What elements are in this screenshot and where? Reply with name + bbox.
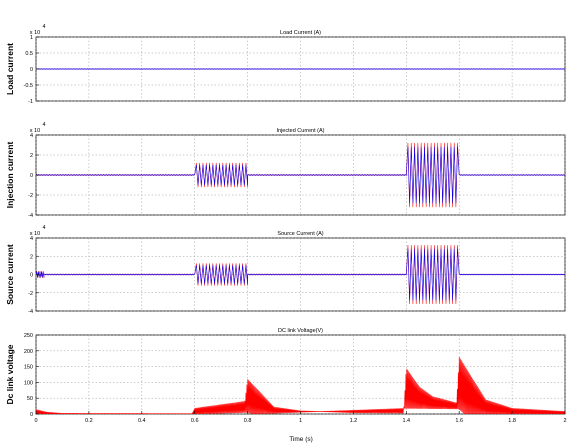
- y-tick-label: 100: [24, 380, 33, 386]
- x-tick-label: 0.6: [191, 418, 199, 424]
- y-axis-label: Load current: [5, 43, 15, 95]
- y-tick-label: 50: [27, 396, 33, 402]
- y-tick-label: -1: [28, 99, 33, 105]
- y-tick-label: 4: [30, 133, 33, 139]
- y-tick-label: 4: [30, 236, 33, 242]
- x-axis-label: Time (s): [289, 436, 313, 443]
- y-tick-label: -0.5: [24, 83, 33, 89]
- series-line-2: [36, 248, 565, 301]
- exponent-power: 4: [42, 24, 45, 30]
- y-tick-label: 0: [30, 173, 33, 179]
- exponent-label: x 10: [30, 128, 40, 134]
- y-tick-label: 2: [30, 153, 33, 159]
- subplot-title: Injected Current (A): [277, 128, 325, 134]
- x-tick-label: 1: [299, 418, 302, 424]
- subplot-4: 0 50 100 150 200 250 0 0.2 0.4 0.6 0.8 1 1.2 1.4 1.6 1.…: [5, 328, 567, 424]
- y-tick-label: 0.5: [25, 51, 33, 57]
- y-tick-label: 0: [30, 273, 33, 279]
- x-tick-label: 0.8: [244, 418, 252, 424]
- y-tick-label: 200: [24, 349, 33, 355]
- exponent-label: x 10: [30, 30, 40, 36]
- subplot-2: -4 -2 0 2 4 Injected Current (A) x 104 Injectio…: [5, 122, 566, 219]
- y-axis-label: Dc link voltage: [5, 344, 15, 404]
- y-tick-label: 1: [30, 35, 33, 41]
- series-line-2: [36, 146, 565, 204]
- exponent-power: 4: [42, 122, 45, 128]
- x-tick-label: 2: [563, 418, 566, 424]
- x-tick-label: 0: [34, 418, 37, 424]
- y-tick-label: -4: [28, 309, 33, 315]
- y-tick-label: -2: [28, 193, 33, 199]
- x-tick-label: 1.8: [508, 418, 516, 424]
- y-axis-label: Source current: [5, 244, 15, 305]
- y-axis-label: Injection current: [5, 142, 15, 209]
- y-tick-label: -4: [28, 213, 33, 219]
- exponent-power: 4: [42, 225, 45, 231]
- y-tick-label: -2: [28, 291, 33, 297]
- y-tick-label: 2: [30, 254, 33, 260]
- subplot-1: -1 -0.5 0 0.5 1 Load Current (A) x 104 Load cur…: [5, 24, 566, 105]
- x-tick-label: 0.2: [85, 418, 93, 424]
- subplot-title: Load Current (A): [280, 30, 321, 36]
- y-tick-label: 0: [30, 412, 33, 418]
- subplot-3: -4 -2 0 2 4 Source Current (A) x 104 Source cur…: [5, 225, 566, 315]
- series-group: [36, 142, 565, 208]
- series-group: [36, 245, 565, 304]
- subplot-title: Source Current (A): [277, 231, 323, 237]
- x-tick-label: 1.2: [350, 418, 358, 424]
- x-tick-label: 1.4: [402, 418, 410, 424]
- x-tick-label: 1.6: [455, 418, 463, 424]
- x-tick-label: 0.4: [138, 418, 146, 424]
- y-tick-label: 0: [30, 67, 33, 73]
- exponent-label: x 10: [30, 231, 40, 237]
- y-tick-label: 250: [24, 333, 33, 339]
- subplot-title: DC link Voltage(V): [278, 328, 323, 334]
- y-tick-label: 150: [24, 365, 33, 371]
